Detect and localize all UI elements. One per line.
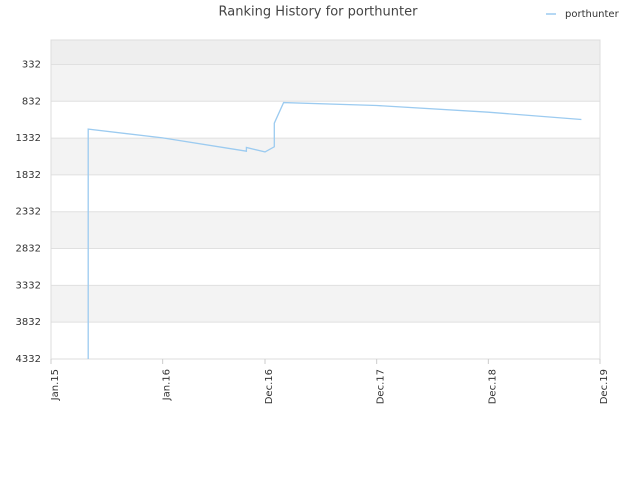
plot-band: [51, 174, 600, 212]
y-tick-label: 2832: [16, 244, 41, 255]
y-tick-label: 3832: [16, 317, 41, 328]
y-tick-label: 832: [22, 96, 41, 107]
y-tick-label: 3332: [16, 280, 41, 291]
y-tick-label: 1832: [16, 170, 41, 181]
plot-band: [51, 211, 600, 249]
plot-band: [51, 138, 600, 175]
plot-band: [51, 322, 600, 359]
y-tick-label: 4332: [16, 354, 41, 365]
plot-band: [51, 64, 600, 102]
x-tick-label: Dec.16: [264, 369, 275, 404]
x-tick-label: Dec.18: [487, 369, 498, 404]
plot-band: [51, 101, 600, 139]
legend-label: porthunter: [565, 9, 620, 20]
plot-band: [51, 285, 600, 323]
x-tick-label: Dec.17: [376, 369, 387, 404]
y-tick-label: 332: [22, 59, 41, 70]
series-line: [87, 101, 582, 359]
chart-title: Ranking History for porthunter: [219, 5, 419, 20]
x-tick-label: Jan.15: [50, 369, 61, 401]
plot-band: [51, 40, 600, 65]
plot-band: [51, 248, 600, 286]
y-tick-label: 2332: [16, 207, 41, 218]
x-tick-label: Dec.19: [599, 369, 610, 404]
y-tick-label: 1332: [16, 133, 41, 144]
x-tick-label: Jan.16: [162, 369, 173, 401]
plot-frame: [50, 39, 601, 360]
